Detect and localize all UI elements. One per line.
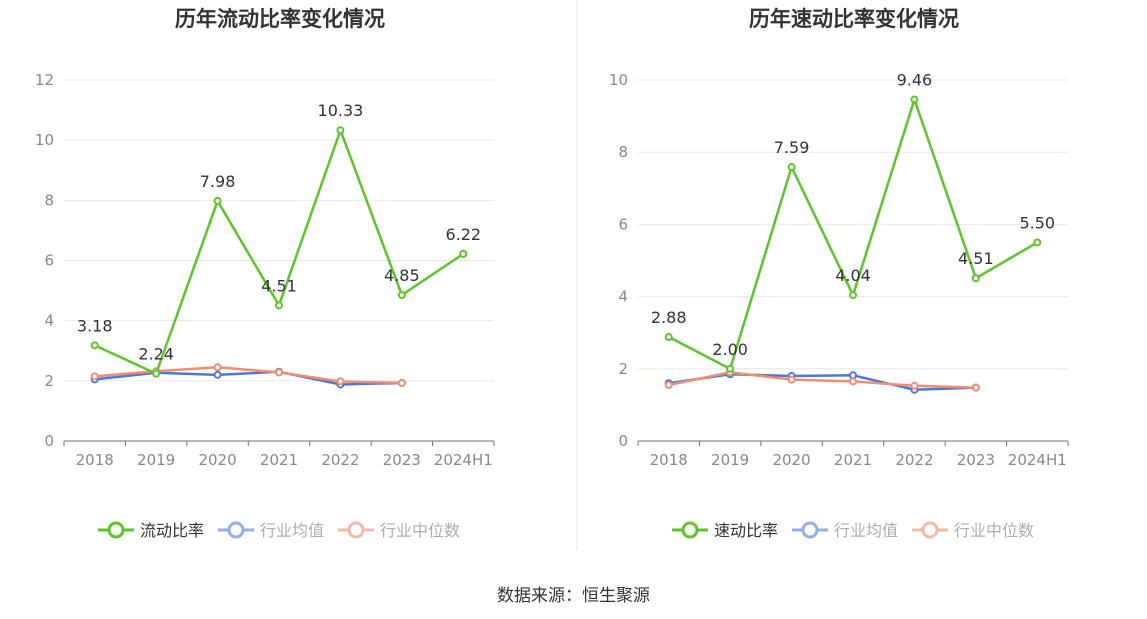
x-tick-label: 2023 [383,451,421,469]
legend-label: 行业中位数 [380,521,460,540]
data-label: 5.50 [1019,213,1055,232]
legend-item: 流动比率 [98,521,204,540]
legend-label: 流动比率 [140,521,204,540]
data-point [397,378,406,387]
x-tick-label: 2020 [772,451,810,469]
current-ratio-chart: 历年流动比率变化情况 0 2 4 6 8 10 12 2018 2019 2020 2021 2022 2… [0,0,573,560]
legend-label: 速动比率 [714,521,778,540]
y-tick-label: 0 [618,432,628,450]
y-tick-label: 2 [618,360,628,378]
data-label: 3.18 [77,316,113,335]
x-tick-label: 2021 [834,451,872,469]
data-point [336,126,345,135]
series-line-main [668,98,1038,371]
legend-item: 速动比率 [672,521,778,540]
series-line-benchmark-2 [94,366,402,385]
x-tick-label: 2022 [895,451,933,469]
x-tick-label: 2018 [650,451,688,469]
chart-title: 历年速动比率变化情况 [749,7,959,31]
data-point [459,249,468,258]
data-label: 6.22 [445,225,481,244]
data-source-note: 数据来源：恒生聚源 [497,586,650,606]
y-tick-label: 0 [44,432,54,450]
current-ratio-chart-svg: 历年流动比率变化情况 0 2 4 6 8 10 12 2018 2019 2020 2021 2022 2… [35,7,495,540]
x-tick-label: 2020 [198,451,236,469]
series-line-benchmark-2 [668,371,976,389]
data-point [213,363,222,372]
legend-marker-icon [801,521,819,539]
data-point [213,196,222,205]
data-label: 10.33 [318,101,364,120]
legend-marker-icon [107,521,125,539]
y-tick-label: 6 [44,252,54,270]
data-point [971,274,980,283]
legend-label: 行业均值 [834,521,898,540]
chart-title: 历年流动比率变化情况 [175,7,385,31]
data-point [849,371,857,380]
data-point [275,368,283,377]
legend-item: 行业中位数 [912,521,1034,540]
data-label: 4.51 [261,276,297,295]
x-tick-label: 2024H1 [1008,451,1067,469]
data-label: 4.04 [835,266,871,285]
x-tick-label: 2023 [957,451,995,469]
legend-item: 行业均值 [218,521,324,540]
data-point [90,372,99,381]
data-label: 4.85 [384,266,420,285]
data-point [726,364,735,373]
legend-item: 行业均值 [792,521,898,540]
x-tick-label: 2019 [711,451,749,469]
legend-label: 行业中位数 [954,521,1034,540]
data-point [787,163,796,172]
legend-marker-icon [347,521,365,539]
data-point [910,381,919,390]
data-point [397,291,406,300]
data-point [849,291,857,300]
y-tick-label: 4 [618,288,628,306]
x-tick-label: 2021 [260,451,298,469]
legend-marker-icon [681,521,699,539]
legend-marker-icon [921,521,939,539]
data-point [910,95,919,104]
data-point [336,377,345,386]
series-line-benchmark-1 [94,370,402,386]
chart-divider [576,0,577,550]
quick-ratio-chart-svg: 历年速动比率变化情况 0 2 4 6 8 10 2018 2019 2020 2021 2022 202… [609,7,1069,540]
series-line-main [94,128,464,375]
data-point [849,377,857,386]
legend-label: 行业均值 [260,521,324,540]
data-label: 2.24 [138,345,174,364]
y-tick-label: 2 [44,372,54,390]
x-tick-label: 2018 [76,451,114,469]
data-point [971,383,980,392]
y-tick-label: 4 [44,312,54,330]
x-tick-label: 2024H1 [434,451,493,469]
y-tick-label: 12 [35,71,54,89]
data-label: 2.88 [651,308,687,327]
y-tick-label: 8 [618,143,628,161]
data-label: 2.00 [712,340,748,359]
legend-marker-icon [227,521,245,539]
data-point [1033,238,1042,247]
y-tick-label: 8 [44,191,54,209]
data-label: 9.46 [897,70,933,89]
x-tick-label: 2019 [137,451,175,469]
y-tick-label: 10 [35,131,54,149]
data-label: 7.59 [774,138,810,157]
y-tick-label: 6 [618,215,628,233]
data-point [152,369,161,378]
data-point [664,381,673,390]
data-point [213,370,222,379]
data-label: 7.98 [200,172,236,191]
y-tick-label: 10 [609,71,628,89]
quick-ratio-chart: 历年速动比率变化情况 0 2 4 6 8 10 2018 2019 2020 2021 2022 202… [574,0,1147,560]
data-point [90,341,99,350]
data-label: 4.51 [958,249,994,268]
x-tick-label: 2022 [321,451,359,469]
data-point [787,375,796,384]
legend-item: 行业中位数 [338,521,460,540]
data-point [275,301,283,310]
data-point [664,333,673,342]
